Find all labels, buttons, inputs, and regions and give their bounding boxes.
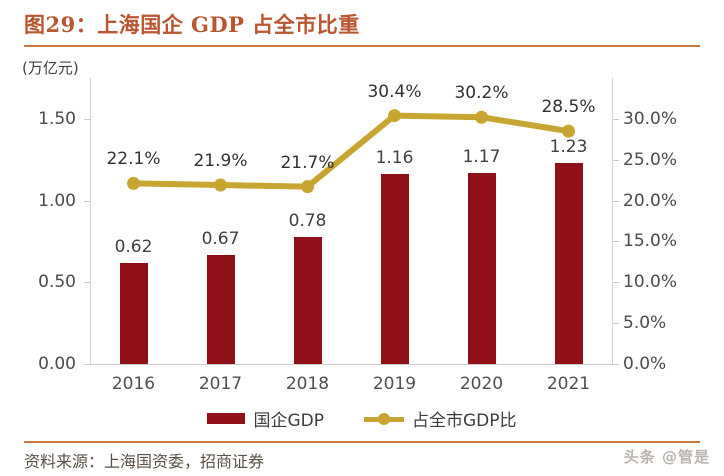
left-axis-tick <box>84 282 90 284</box>
left-axis-tick-label: 1.00 <box>38 190 76 211</box>
right-axis-tick-label: 0.0% <box>623 354 667 374</box>
line-series-layer <box>127 109 575 194</box>
bar[interactable] <box>206 254 235 364</box>
line-value-label: 21.7% <box>280 152 335 173</box>
bar[interactable] <box>380 174 409 364</box>
right-axis-tick-label: 25.0% <box>623 149 678 170</box>
left-axis-unit-label: (万亿元) <box>22 59 79 77</box>
left-axis-tick-label: 0.00 <box>38 354 76 374</box>
plot-area <box>90 78 612 364</box>
bar-value-label: 0.78 <box>288 210 327 231</box>
left-axis-tick-label: 1.50 <box>38 108 76 129</box>
right-axis-tick <box>613 200 619 202</box>
x-axis-tick-label: 2017 <box>198 374 243 394</box>
title-divider <box>24 45 700 47</box>
right-axis-tick <box>613 323 619 325</box>
bar-value-label: 1.16 <box>375 148 414 169</box>
bar[interactable] <box>554 162 583 364</box>
line-marker[interactable] <box>127 176 140 190</box>
line-value-label: 22.1% <box>106 149 161 170</box>
legend-item-line[interactable]: 占全市GDP比 <box>364 406 517 431</box>
legend-line-swatch-icon <box>364 412 404 426</box>
line-path <box>130 112 572 190</box>
x-axis-tick-label: 2016 <box>111 374 156 394</box>
x-axis-tick-label: 2018 <box>285 374 330 394</box>
left-axis-tick <box>84 118 90 120</box>
right-axis-tick-label: 15.0% <box>623 231 678 252</box>
line-marker[interactable] <box>388 109 401 123</box>
line-value-label: 30.4% <box>367 81 422 102</box>
right-axis-tick-label: 5.0% <box>623 313 667 334</box>
line-value-label: 28.5% <box>541 97 596 118</box>
right-axis-tick-label: 30.0% <box>623 108 678 129</box>
legend-item-bar[interactable]: 国企GDP <box>207 406 324 431</box>
bar-value-label: 1.17 <box>462 146 501 167</box>
line-value-label: 21.9% <box>193 151 248 172</box>
right-axis-tick-label: 10.0% <box>623 272 678 293</box>
legend-item-label: 占全市GDP比 <box>412 411 517 431</box>
x-axis-baseline <box>90 364 613 365</box>
figure-title-block: 图29：上海国企 GDP 占全市比重 <box>24 12 700 38</box>
footer-divider <box>24 441 700 443</box>
bar-value-label: 0.62 <box>114 236 153 257</box>
x-axis-tick-label: 2019 <box>372 374 417 394</box>
page-title: 图29：上海国企 GDP 占全市比重 <box>24 12 360 37</box>
right-axis-tick <box>613 118 619 120</box>
line-marker[interactable] <box>301 180 314 194</box>
right-axis-tick <box>613 282 619 284</box>
left-axis-tick-label: 0.50 <box>38 272 76 293</box>
left-axis-tick <box>84 364 90 365</box>
left-axis-tick <box>84 200 90 202</box>
x-axis-tick-label: 2020 <box>459 374 504 394</box>
watermark: 头条 @管是 <box>623 448 710 466</box>
right-axis-tick <box>613 159 619 161</box>
bar[interactable] <box>119 262 148 364</box>
source-note: 资料来源：上海国资委，招商证券 <box>24 452 265 471</box>
right-axis-spine <box>612 78 613 365</box>
line-marker[interactable] <box>214 178 227 192</box>
right-axis-tick-label: 20.0% <box>623 190 678 211</box>
right-axis-tick <box>613 241 619 243</box>
right-axis-tick <box>613 364 619 365</box>
line-value-label: 30.2% <box>454 83 509 104</box>
legend-item-label: 国企GDP <box>253 411 324 431</box>
x-axis-tick-label: 2021 <box>546 374 591 394</box>
bar-value-label: 1.23 <box>549 136 588 157</box>
line-marker[interactable] <box>562 124 575 138</box>
chart-legend: 国企GDP 占全市GDP比 <box>0 406 724 431</box>
line-marker[interactable] <box>475 110 488 124</box>
bar[interactable] <box>467 172 496 364</box>
bar[interactable] <box>293 236 322 364</box>
left-axis-spine <box>90 78 91 365</box>
bar-value-label: 0.67 <box>201 228 240 249</box>
legend-bar-swatch-icon <box>207 413 246 424</box>
